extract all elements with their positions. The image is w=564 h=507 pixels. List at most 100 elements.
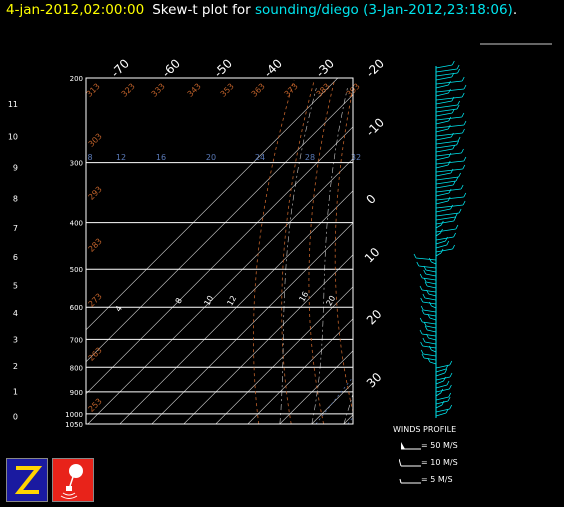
isotherm-line [86,94,353,363]
wind-barb-flag [423,269,427,275]
wind-barb [435,72,458,77]
wind-barb-flag [420,297,424,303]
wind-barb [435,240,446,245]
wind-barb-flag [449,404,453,410]
wind-barb [435,120,449,125]
dry-adiabat-label: 363 [250,82,267,99]
wind-barb-flag [451,60,455,66]
isotherm-line [408,78,564,424]
wind-barb [435,412,447,417]
isotherm-label: -70 [108,56,132,80]
wind-barb-flag [455,212,458,218]
height-km-label: 1 [13,388,18,397]
wind-barb [428,293,437,297]
wind-barb-flag [449,384,452,390]
mixing-ratio-line [411,164,564,424]
mixing-ratio-label: 16 [156,153,166,162]
run-time: (3-Jan-2012,23:18:06) [363,2,513,18]
dry-adiabat-label: 273 [87,292,104,309]
pressure-tick-label: 1050 [65,421,83,429]
pressure-tick-label: 200 [70,75,83,83]
wind-barb [435,184,454,189]
dry-adiabat-label: 253 [87,397,104,414]
dry-adiabat-line [432,80,486,424]
wind-barb-flag [419,317,423,323]
height-km-label: 10 [8,132,18,141]
wind-barb-flag [445,364,449,370]
dry-adiabat-label: 383 [315,82,332,99]
wind-barb-flag [421,309,425,315]
wind-barb [435,236,454,241]
wind-barb-flag [449,372,453,378]
wind-barb-flag [456,140,459,146]
wind-barb-flag [428,257,432,263]
wind-barb [435,248,453,253]
wind-barb-flag [451,96,455,102]
wind-barb-flag [462,200,466,206]
moist-adiabat-line [279,88,317,424]
moist-adiabat-line [311,88,348,424]
isotherm-line [440,78,564,424]
wind-barb [435,116,462,121]
dry-adiabat-line [517,80,564,424]
wind-barb-flag [440,248,444,254]
isotherm-line [279,350,353,424]
wind-barb [431,349,437,353]
wind-barb [427,285,437,289]
wind-barb-flag [448,392,452,398]
wind-barb [425,269,437,273]
wind-barb [435,92,449,97]
dry-adiabat-line [281,79,315,424]
z-logo[interactable] [6,458,48,502]
dry-adiabat-line [409,80,454,424]
wind-barb [435,108,458,113]
wind-barb-flag [463,84,467,90]
mixing-ratio-line [315,376,353,424]
pressure-tick-label: 900 [70,389,83,397]
wind-barb [435,68,458,73]
station-name[interactable]: sounding/diego [254,2,359,18]
wind-barb-flag [453,232,456,238]
mixing-ratio-label: 8 [87,153,92,162]
wind-barb [435,216,456,221]
wind-barb-flag [450,204,453,210]
isotherm-label: -30 [313,56,337,80]
wind-barb [427,329,437,333]
wind-barb-flag [446,240,450,246]
wind-barb-flag [461,148,464,154]
wind-barb-flag [441,400,445,406]
wind-barb [435,136,452,141]
wind-barb-flag [457,100,460,106]
wind-barb [435,196,464,201]
height-km-label: 11 [8,100,18,109]
wind-barb [421,289,437,293]
wind-barb-flag [424,281,428,287]
wind-barb-flag [457,136,461,142]
wind-barb-flag [452,144,456,150]
wind-barb [422,301,437,305]
isotherm-line [472,78,564,424]
weather-balloon-icon [60,464,83,499]
wind-barb-flag [455,224,459,230]
balloon-logo[interactable] [52,458,94,502]
wind-barb-flag [463,156,467,162]
dry-adiabat-label: 323 [120,82,137,99]
wind-barb-flag [461,92,465,98]
pressure-tick-label: 700 [70,336,83,344]
wind-barb-flag [413,253,417,259]
pressure-tick-label: 400 [70,220,83,228]
wind-barb [435,380,444,385]
wind-barb-flag [440,388,444,394]
wind-barb [435,160,464,165]
wind-barb-flag [455,176,459,182]
wind-barb-flag [452,180,456,186]
wind-barb [431,305,437,309]
wind-barb [435,396,449,401]
isotherm-line [151,222,353,424]
moist-adiabat-label: 20 [324,294,337,307]
isotherm-label: 20 [364,307,385,328]
wind-barb [435,180,457,185]
wind-barb-flag [460,184,464,190]
wind-barb-flag [447,160,451,166]
wind-barb [435,228,456,233]
